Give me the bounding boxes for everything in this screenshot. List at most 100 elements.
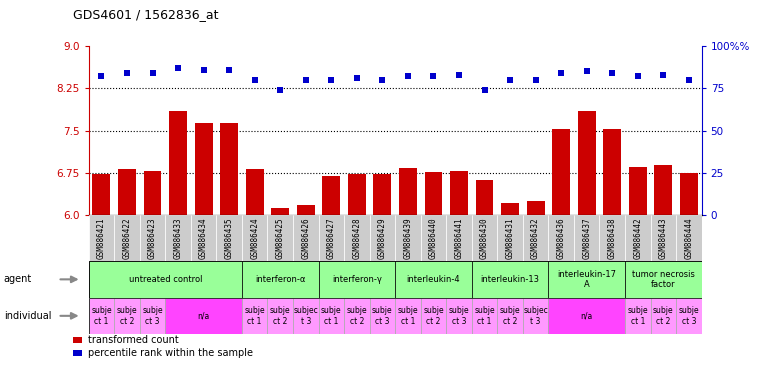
Text: GSM886430: GSM886430 (480, 217, 489, 259)
Text: subje
ct 3: subje ct 3 (449, 306, 470, 326)
Bar (450, 171, 468, 215)
Bar (93, 174, 110, 215)
Bar (395, 298, 421, 334)
Bar (574, 215, 600, 261)
Bar (297, 205, 315, 215)
Bar (395, 261, 472, 298)
Text: subje
ct 2: subje ct 2 (270, 306, 291, 326)
Text: GSM886431: GSM886431 (506, 217, 514, 259)
Point (657, 72, 669, 78)
Text: interleukin-17
A: interleukin-17 A (557, 270, 616, 289)
Bar (89, 261, 242, 298)
Bar (680, 173, 698, 215)
Bar (373, 174, 392, 215)
Bar (369, 215, 395, 261)
Point (146, 70, 159, 76)
Text: subje
ct 2: subje ct 2 (653, 306, 674, 326)
Bar (603, 129, 621, 215)
Text: transformed count: transformed count (89, 335, 179, 345)
Text: GSM886435: GSM886435 (224, 217, 234, 259)
Bar (625, 261, 702, 298)
Text: interferon-γ: interferon-γ (332, 275, 382, 284)
Bar (600, 215, 625, 261)
Text: GSM886426: GSM886426 (301, 217, 310, 259)
Text: subje
ct 2: subje ct 2 (500, 306, 520, 326)
Bar (501, 203, 519, 215)
Point (530, 77, 542, 83)
Bar (140, 298, 165, 334)
Text: subje
ct 1: subje ct 1 (244, 306, 265, 326)
Bar (629, 167, 647, 215)
Text: n/a: n/a (581, 311, 593, 320)
Point (121, 70, 133, 76)
Text: percentile rank within the sample: percentile rank within the sample (89, 348, 254, 358)
Bar (676, 215, 702, 261)
Bar (268, 298, 293, 334)
Text: GSM886432: GSM886432 (531, 217, 540, 259)
Bar (446, 215, 472, 261)
Bar (322, 175, 340, 215)
Text: GSM886441: GSM886441 (454, 217, 463, 259)
Bar (89, 298, 114, 334)
Bar (293, 215, 318, 261)
Point (581, 68, 593, 74)
Text: subje
ct 1: subje ct 1 (321, 306, 342, 326)
Bar (577, 111, 596, 215)
Bar (446, 298, 472, 334)
Bar (344, 298, 369, 334)
Bar (421, 215, 446, 261)
Point (325, 77, 338, 83)
Bar (625, 298, 651, 334)
Bar (140, 215, 165, 261)
Text: subje
ct 1: subje ct 1 (628, 306, 648, 326)
Bar (676, 298, 702, 334)
Bar (421, 298, 446, 334)
Text: GSM886440: GSM886440 (429, 217, 438, 259)
Bar (651, 215, 676, 261)
Text: GSM886421: GSM886421 (97, 217, 106, 259)
Bar (348, 174, 365, 215)
Text: GSM886437: GSM886437 (582, 217, 591, 259)
Text: GSM886422: GSM886422 (123, 217, 132, 259)
Text: subje
ct 2: subje ct 2 (346, 306, 367, 326)
Bar (73, 351, 82, 356)
Bar (399, 168, 417, 215)
Bar (271, 208, 289, 215)
Text: GSM886433: GSM886433 (173, 217, 183, 259)
Bar (425, 172, 443, 215)
Text: GSM886429: GSM886429 (378, 217, 387, 259)
Text: GSM886439: GSM886439 (403, 217, 412, 259)
Point (478, 87, 490, 93)
Point (402, 73, 414, 79)
Bar (523, 298, 548, 334)
Text: GSM886425: GSM886425 (276, 217, 284, 259)
Bar (527, 201, 544, 215)
Text: GSM886436: GSM886436 (557, 217, 566, 259)
Point (172, 65, 184, 71)
Point (606, 70, 618, 76)
Point (631, 73, 644, 79)
Bar (497, 215, 523, 261)
Bar (472, 215, 497, 261)
Text: untreated control: untreated control (129, 275, 202, 284)
Bar (73, 337, 82, 343)
Text: n/a: n/a (197, 311, 210, 320)
Bar (523, 215, 548, 261)
Text: GSM886427: GSM886427 (327, 217, 336, 259)
Bar (497, 298, 523, 334)
Bar (242, 261, 318, 298)
Bar (651, 298, 676, 334)
Point (682, 77, 695, 83)
Bar (242, 298, 268, 334)
Point (376, 77, 389, 83)
Text: subjec
t 3: subjec t 3 (294, 306, 318, 326)
Bar (165, 298, 242, 334)
Text: tumor necrosis
factor: tumor necrosis factor (632, 270, 695, 289)
Point (555, 70, 567, 76)
Text: GSM886444: GSM886444 (685, 217, 693, 259)
Point (197, 67, 210, 73)
Text: GSM886434: GSM886434 (199, 217, 208, 259)
Text: subje
ct 3: subje ct 3 (678, 306, 699, 326)
Text: GSM886443: GSM886443 (658, 217, 668, 259)
Text: subje
ct 1: subje ct 1 (398, 306, 418, 326)
